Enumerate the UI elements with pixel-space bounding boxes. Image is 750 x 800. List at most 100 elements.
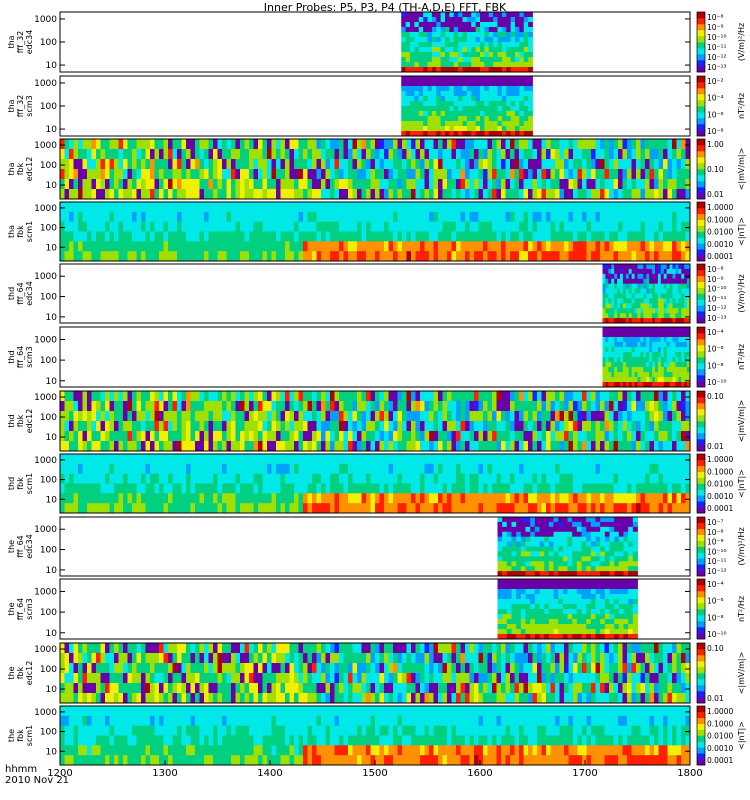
spectrogram-cell [132, 241, 137, 252]
spectrogram-cell [312, 139, 317, 150]
spectrogram-cells [60, 454, 691, 514]
spectrogram-cell [676, 231, 682, 242]
spectrogram-cell [73, 159, 79, 170]
spectrogram-cell [105, 251, 110, 262]
spectrogram-cell [172, 493, 178, 504]
spectrogram-cell [663, 327, 668, 333]
spectrogram-cell [483, 149, 488, 160]
spectrogram-cell [451, 493, 457, 504]
spectrogram-cell [564, 473, 569, 484]
spectrogram-cell [636, 189, 641, 200]
spectrogram-cell [577, 221, 583, 232]
spectrogram-cell [497, 96, 503, 102]
spectrogram-cell [145, 441, 151, 452]
spectrogram-cell [199, 473, 205, 484]
spectrogram-cell [645, 473, 650, 484]
spectrogram-cell [249, 159, 254, 170]
spectrogram-cell [609, 473, 614, 484]
spectrogram-cell [401, 131, 407, 137]
spectrogram-cell [384, 221, 389, 232]
spectrogram-cell [586, 503, 592, 514]
y-tick-label: 100 [40, 224, 57, 234]
spectrogram-cell [423, 116, 428, 122]
spectrogram-cell [217, 483, 223, 494]
spectrogram-cell [528, 251, 533, 262]
spectrogram-cell [87, 431, 92, 442]
spectrogram-cell [410, 121, 415, 127]
spectrogram-cell [471, 17, 477, 23]
spectrogram-cell [258, 493, 263, 504]
spectrogram-cell [276, 493, 281, 504]
spectrogram-cell [667, 391, 673, 402]
spectrogram-cell [564, 231, 569, 242]
spectrogram-cell [267, 401, 272, 412]
spectrogram-cell [429, 483, 434, 494]
spectrogram-cell [678, 318, 682, 324]
spectrogram-cell [667, 189, 673, 200]
spectrogram-cell [652, 273, 656, 280]
spectrogram-cell [222, 483, 227, 494]
spectrogram-cell [458, 47, 463, 53]
spectrogram-cell [357, 221, 362, 232]
spectrogram-cell [484, 42, 490, 48]
spectrogram-cell [628, 382, 633, 388]
spectrogram-cell [646, 357, 650, 363]
spectrogram-cell [643, 273, 647, 280]
spectrogram-cell [613, 179, 619, 190]
spectrogram-cell [177, 421, 182, 432]
spectrogram-cell [330, 251, 335, 262]
colorbar-swatch [697, 299, 705, 306]
spectrogram-cell [645, 503, 650, 514]
spectrogram-cell [280, 159, 286, 170]
spectrogram-cell [123, 503, 128, 514]
spectrogram-cell [501, 22, 507, 28]
spectrogram-cell [678, 283, 682, 289]
spectrogram-cell [258, 454, 263, 465]
spectrogram-cell [640, 273, 644, 280]
spectrogram-cell [685, 401, 691, 412]
spectrogram-cell [423, 32, 428, 38]
spectrogram-cell [114, 454, 119, 465]
spectrogram-cell [600, 139, 605, 150]
spectrogram-cell [649, 352, 653, 358]
spectrogram-cell [109, 241, 115, 252]
spectrogram-cell [78, 391, 83, 402]
spectrogram-cell [87, 391, 92, 402]
spectrogram-cell [637, 273, 641, 280]
spectrogram-cell [620, 293, 624, 299]
spectrogram-cell [213, 179, 218, 190]
spectrogram-cell [675, 268, 679, 275]
spectrogram-cell [307, 159, 313, 170]
spectrogram-cell [492, 401, 497, 412]
spectrogram-cell [492, 189, 497, 200]
spectrogram-cell [258, 189, 263, 200]
spectrogram-cell [145, 411, 151, 422]
spectrogram-cell [132, 411, 137, 422]
spectrogram-cell [523, 149, 529, 160]
spectrogram-cell [431, 12, 437, 18]
spectrogram-cell [655, 283, 659, 289]
spectrogram-cell [640, 318, 644, 324]
spectrogram-cell [73, 139, 79, 150]
spectrogram-cell [438, 211, 443, 223]
spectrogram-cell [474, 401, 479, 412]
spectrogram-cell [628, 342, 633, 348]
spectrogram-cell [445, 17, 450, 23]
spectrogram-cell [316, 454, 322, 465]
spectrogram-cell [118, 189, 124, 200]
spectrogram-cell [222, 149, 227, 160]
spectrogram-cell [595, 241, 601, 252]
spectrogram-cell [226, 401, 232, 412]
spectrogram-cell [681, 327, 685, 333]
spectrogram-cell [528, 421, 533, 432]
spectrogram-cell [675, 318, 679, 324]
spectrogram-cell [366, 179, 371, 190]
spectrogram-cell [501, 116, 507, 122]
spectrogram-cell [163, 179, 169, 190]
spectrogram-cell [475, 121, 481, 127]
spectrogram-cell [474, 139, 479, 150]
spectrogram-cell [231, 431, 236, 442]
spectrogram-cell [366, 473, 371, 484]
y-label-line: tha [7, 99, 16, 112]
spectrogram-cell [442, 493, 448, 504]
